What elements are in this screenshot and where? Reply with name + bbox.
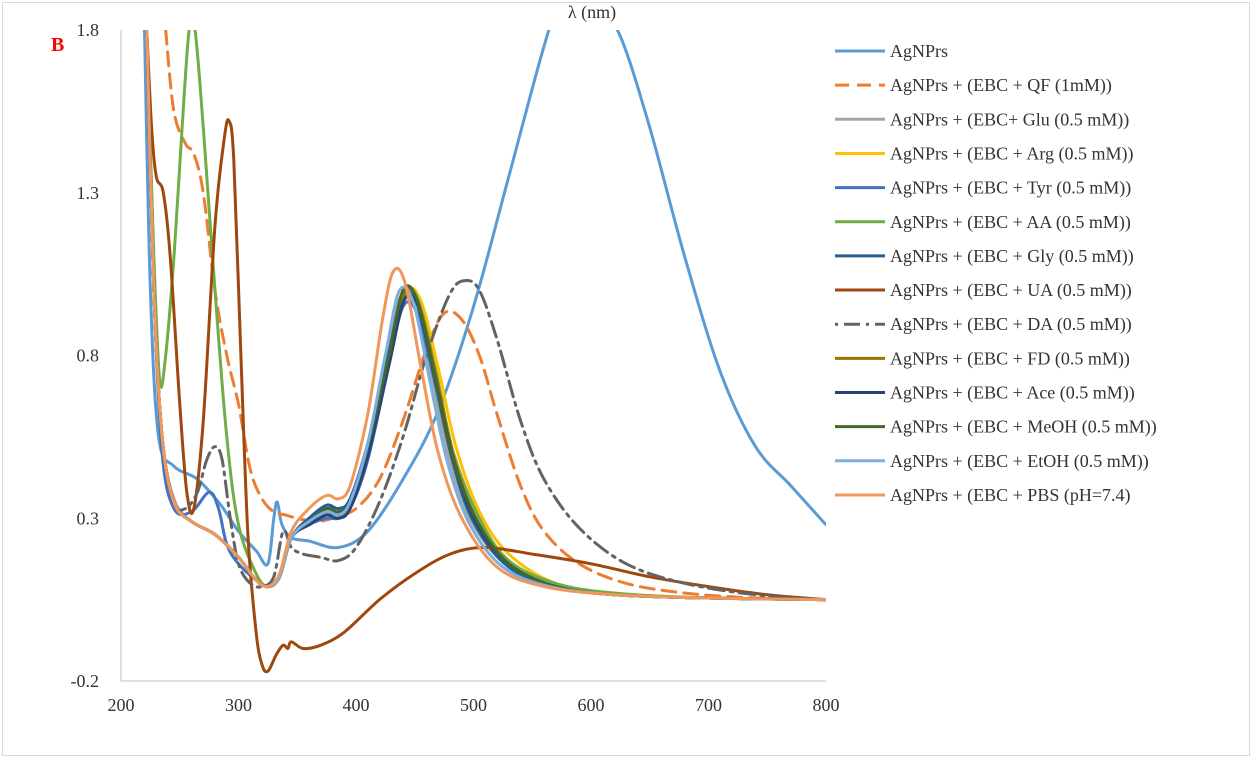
y-tick-label: 1.8 (77, 20, 100, 40)
legend-label: AgNPrs + (EBC + PBS (pH=7.4) (890, 485, 1130, 506)
legend-item: AgNPrs + (EBC + EtOH (0.5 mM)) (835, 451, 1149, 472)
x-tick-label: 800 (813, 695, 840, 715)
x-tick-label: 500 (460, 695, 487, 715)
series-line-7 (145, 30, 826, 602)
series-line-4 (145, 30, 826, 602)
legend-item: AgNPrs + (EBC + Arg (0.5 mM)) (835, 143, 1133, 164)
legend-item: AgNPrs + (EBC + MeOH (0.5 mM)) (835, 417, 1157, 438)
x-axis-title: λ (nm) (568, 2, 616, 23)
legend-label: AgNPrs + (EBC+ Glu (0.5 mM)) (890, 109, 1129, 130)
legend-item: AgNPrs (835, 41, 948, 61)
legend-label: AgNPrs + (EBC + QF (1mM)) (890, 75, 1112, 96)
series-line-14 (145, 30, 826, 602)
legend-item: AgNPrs + (EBC + Tyr (0.5 mM)) (835, 178, 1131, 199)
legend-label: AgNPrs + (EBC + AA (0.5 mM)) (890, 212, 1131, 233)
panel-label: B (51, 34, 64, 56)
series-line-12 (145, 30, 826, 602)
x-tick-label: 600 (578, 695, 605, 715)
y-tick-label: 1.3 (77, 183, 100, 203)
series-line-3 (145, 30, 826, 602)
legend-item: AgNPrs + (EBC+ Glu (0.5 mM)) (835, 109, 1129, 130)
series-line-2 (164, 30, 826, 602)
legend-label: AgNPrs + (EBC + Ace (0.5 mM)) (890, 383, 1135, 404)
legend-label: AgNPrs + (EBC + Tyr (0.5 mM)) (890, 178, 1131, 199)
y-tick-label: 0.8 (77, 346, 100, 366)
series-line-10 (145, 30, 826, 602)
x-tick-label: 700 (695, 695, 722, 715)
legend-item: AgNPrs + (EBC + FD (0.5 mM)) (835, 348, 1130, 369)
legend-label: AgNPrs + (EBC + EtOH (0.5 mM)) (890, 451, 1149, 472)
x-tick-label: 300 (225, 695, 252, 715)
legend-item: AgNPrs + (EBC + AA (0.5 mM)) (835, 212, 1131, 233)
series-line-13 (145, 30, 826, 602)
y-tick-label: 0.3 (77, 508, 100, 528)
x-tick-labels: 200 300 400 500 600 700 800 (108, 695, 840, 715)
legend-label: AgNPrs + (EBC + Arg (0.5 mM)) (890, 143, 1133, 164)
legend-item: AgNPrs + (EBC + Gly (0.5 mM)) (835, 246, 1134, 267)
y-tick-label: -0.2 (71, 671, 100, 691)
legend-item: AgNPrs + (EBC + Ace (0.5 mM)) (835, 383, 1135, 404)
legend-item: AgNPrs + (EBC + PBS (pH=7.4) (835, 485, 1130, 506)
y-tick-labels: -0.2 0.3 0.8 1.3 1.8 (71, 20, 100, 691)
series-group (143, 30, 826, 674)
legend-label: AgNPrs + (EBC + DA (0.5 mM)) (890, 314, 1132, 335)
x-tick-label: 400 (343, 695, 370, 715)
legend-item: AgNPrs + (EBC + DA (0.5 mM)) (835, 314, 1132, 335)
legend-label: AgNPrs + (EBC + MeOH (0.5 mM)) (890, 417, 1157, 438)
legend-label: AgNPrs + (EBC + FD (0.5 mM)) (890, 348, 1130, 369)
series-line-11 (145, 30, 826, 602)
legend: AgNPrs AgNPrs + (EBC + QF (1mM)) AgNPrs + … (835, 41, 1157, 506)
legend-item: AgNPrs + (EBC + UA (0.5 mM)) (835, 280, 1132, 301)
x-tick-label: 200 (108, 695, 135, 715)
legend-label: AgNPrs + (EBC + UA (0.5 mM)) (890, 280, 1132, 301)
series-line-5 (145, 30, 826, 602)
series-line-9 (145, 30, 826, 602)
legend-label: AgNPrs + (EBC + Gly (0.5 mM)) (890, 246, 1134, 267)
legend-item: AgNPrs + (EBC + QF (1mM)) (835, 75, 1112, 96)
legend-label: AgNPrs (890, 41, 948, 61)
